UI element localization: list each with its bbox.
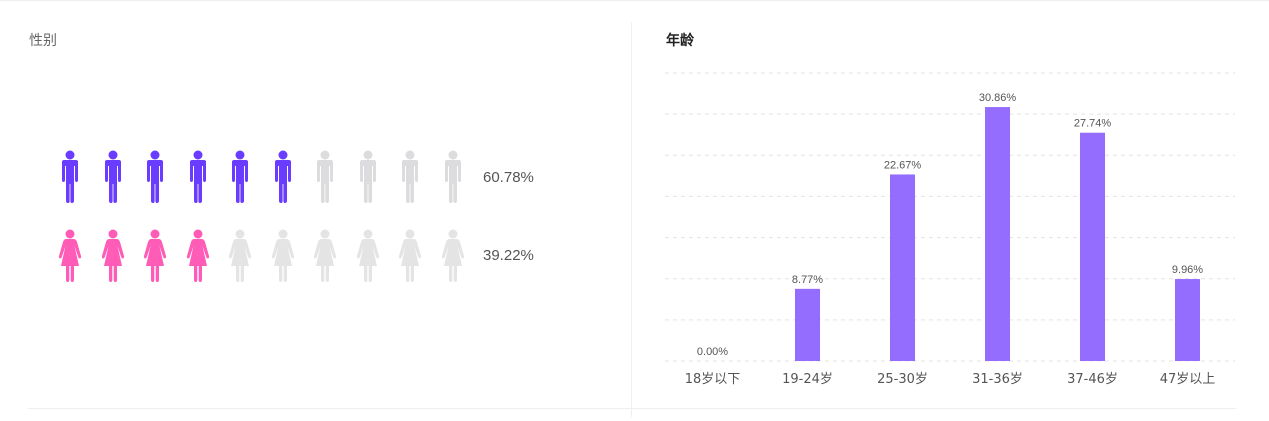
panel-divider — [631, 22, 632, 417]
data-label: 27.74% — [1074, 118, 1112, 130]
male-icon-row — [57, 150, 482, 204]
woman-icon-empty — [356, 229, 379, 282]
woman-icon-filled — [101, 229, 124, 282]
woman-icon-empty — [398, 229, 422, 282]
age-title: 年龄 — [666, 32, 694, 48]
x-tick-label: 18岁以下 — [685, 372, 741, 387]
bar — [890, 174, 915, 361]
woman-icon-empty — [313, 229, 337, 282]
female-percent: 39.22% — [483, 247, 534, 264]
woman-icon-filled — [143, 229, 167, 282]
man-icon-filled — [62, 150, 78, 203]
woman-icon-empty — [271, 229, 294, 282]
man-icon-filled — [189, 150, 206, 203]
man-icon-empty — [402, 150, 418, 203]
x-tick-label: 37-46岁 — [1067, 372, 1118, 387]
man-icon-empty — [444, 150, 461, 203]
data-label: 9.96% — [1172, 264, 1203, 276]
x-tick-label: 19-24岁 — [782, 372, 833, 387]
woman-icon-filled — [186, 229, 209, 282]
x-tick-label: 25-30岁 — [877, 372, 928, 387]
data-label: 22.67% — [884, 159, 922, 171]
man-icon-filled — [232, 150, 248, 203]
bar — [1175, 279, 1200, 361]
bar — [1080, 132, 1105, 361]
data-label: 8.77% — [792, 274, 823, 286]
man-icon-filled — [104, 150, 121, 203]
bar — [985, 107, 1010, 361]
male-percent: 60.78% — [483, 169, 534, 186]
x-tick-label: 47岁以上 — [1160, 372, 1216, 387]
female-icon-row — [57, 229, 482, 283]
bar — [795, 288, 820, 361]
data-label: 30.86% — [979, 92, 1017, 104]
gender-title: 性别 — [29, 32, 57, 48]
man-icon-filled — [147, 150, 163, 203]
man-icon-empty — [359, 150, 376, 203]
x-tick-label: 31-36岁 — [972, 372, 1023, 387]
woman-icon-empty — [228, 229, 252, 282]
bottom-border — [28, 408, 1236, 409]
top-border — [0, 0, 1269, 1]
woman-icon-empty — [441, 229, 464, 282]
man-icon-empty — [317, 150, 333, 203]
man-icon-filled — [274, 150, 291, 203]
data-label: 0.00% — [697, 346, 728, 358]
woman-icon-filled — [58, 229, 82, 282]
